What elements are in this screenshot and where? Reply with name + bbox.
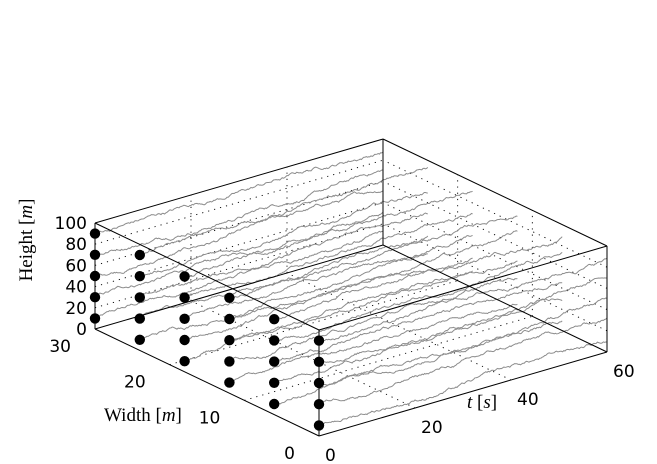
time-series-trace [139,212,428,298]
sensor-marker [224,335,235,346]
sensor-marker [134,271,145,282]
grid-line [286,272,512,381]
grid-line [169,280,458,366]
height-tick-label: 0 [76,320,87,340]
sensor-marker [134,249,145,261]
sensor-marker [224,292,235,303]
time-series-trace [318,277,607,364]
axis-edge [382,244,608,353]
time-series-trace [94,190,384,277]
sensor-marker [224,313,235,325]
height-tick-label: 20 [65,299,87,319]
grid-line [382,223,608,332]
sensor-marker [89,313,101,324]
height-tick-label: 80 [65,235,87,255]
width-tick-label: 10 [199,408,221,428]
sensor-marker [269,356,280,367]
time-series-trace [184,190,473,278]
sensor-marker [224,377,235,388]
time-series-trace [229,260,518,342]
axes-box [94,138,608,437]
axis-edge [94,138,384,224]
height-axis-label: Height [m] [16,199,37,282]
sensor-markers [89,228,325,431]
sensor-marker [179,271,190,282]
time-series-trace [139,192,428,278]
sensor-marker [313,399,325,410]
sensor-marker [269,335,280,346]
width-tick-label: 0 [284,444,295,464]
sensor-marker [179,313,190,324]
sensor-marker [269,314,280,325]
time-series-trace [274,298,563,384]
t-axis-label: t [s] [467,392,497,413]
time-series-trace [229,230,518,320]
grid-line [382,202,608,311]
time-series-trace [139,235,429,319]
time-series-trace [274,236,563,320]
height-tick-label: 100 [55,214,87,234]
t-tick-label: 0 [325,446,336,464]
sensor-marker [134,334,145,345]
axis-edge [94,328,320,437]
time-series-trace [318,317,608,405]
time-series-trace [95,230,384,319]
time-series-trace [184,212,473,298]
time-series-trace [229,215,518,299]
axis-edge [318,245,608,331]
height-tick-label: 60 [65,256,87,276]
time-series-trace [94,211,384,298]
axis-edge [318,351,608,437]
width-tick-label: 20 [124,373,146,393]
width-axis-label: Width [m] [104,405,182,426]
time-series-trace [94,151,384,235]
time-series-trace [274,282,563,363]
time-series-trace [318,341,607,427]
grid-layer [94,159,608,409]
time-series-trace [318,297,608,386]
grid-line [244,315,533,401]
time-series-trace [229,277,518,361]
time-series-trace [184,234,473,319]
sensor-marker [89,228,101,239]
axis-edge [382,138,608,247]
grid-line [190,300,416,409]
sensor-marker [313,335,325,346]
sensor-marker [313,377,325,389]
sensor-marker [269,377,280,388]
traces-layer [94,151,608,427]
t-tick-label: 60 [613,362,635,382]
grid-line [382,180,608,289]
sensor-marker [179,356,190,367]
t-tick-label: 20 [421,418,443,438]
time-series-trace [139,167,429,257]
grid-line [382,159,608,268]
grid-line [94,159,384,245]
height-tick-label: 40 [65,278,87,298]
sensor-marker [179,292,190,303]
sensor-marker [134,313,145,324]
sensor-marker [89,270,101,282]
time-series-trace [318,257,608,342]
t-tick-label: 40 [517,390,539,410]
time-series-trace [94,169,384,257]
axis-edge [94,222,320,331]
time-series-trace [273,320,563,405]
sensor-marker [313,420,325,431]
sensor-marker [179,334,190,346]
sensor-marker [224,356,235,367]
sensor-marker [134,292,145,303]
sensor-marker [313,356,325,367]
time-series-trace [139,253,428,340]
time-series-trace [229,303,518,383]
sensor-marker [89,249,101,260]
sensor-marker [269,398,280,410]
time-series-trace [274,251,563,342]
sensor-marker [89,292,101,303]
width-tick-label: 30 [49,337,71,357]
